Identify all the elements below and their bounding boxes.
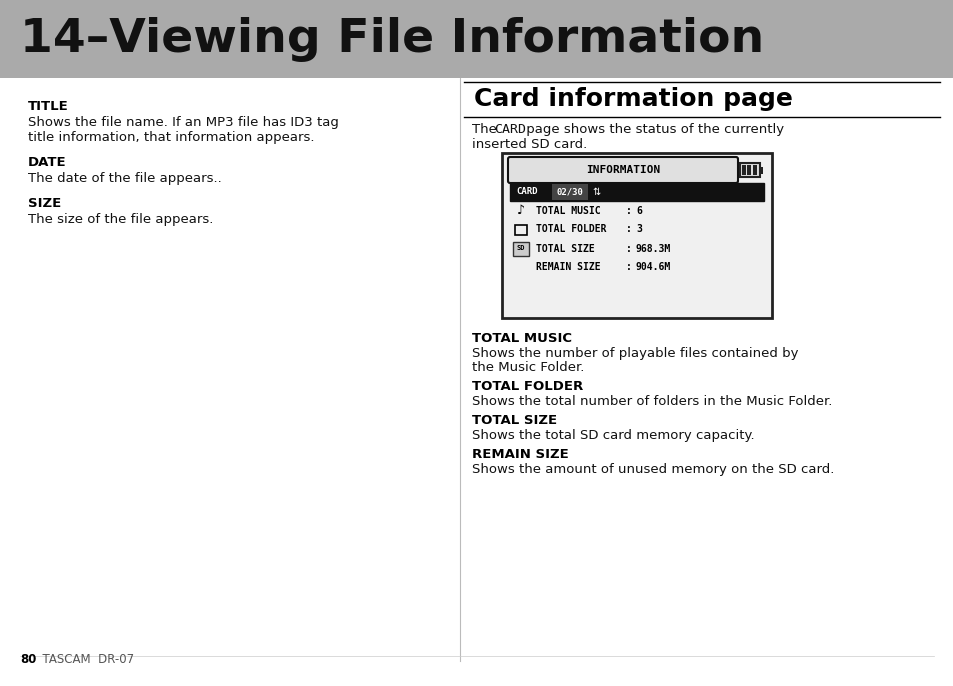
Text: :: : bbox=[625, 244, 631, 254]
Text: :: : bbox=[625, 224, 631, 235]
Text: ⇅: ⇅ bbox=[592, 187, 599, 197]
Text: REMAIN SIZE: REMAIN SIZE bbox=[472, 448, 568, 461]
Text: title information, that information appears.: title information, that information appe… bbox=[28, 131, 314, 144]
Text: 3: 3 bbox=[636, 224, 641, 235]
Text: 80: 80 bbox=[20, 653, 36, 666]
Text: 02/30: 02/30 bbox=[556, 187, 583, 196]
Bar bbox=[513, 241, 529, 255]
Text: :: : bbox=[625, 263, 631, 272]
Text: TOTAL SIZE: TOTAL SIZE bbox=[472, 414, 557, 427]
Text: 14–Viewing File Information: 14–Viewing File Information bbox=[20, 16, 763, 62]
Text: SD: SD bbox=[517, 246, 525, 252]
Text: ♪: ♪ bbox=[517, 204, 524, 217]
Text: Card information page: Card information page bbox=[474, 87, 792, 111]
Text: SIZE: SIZE bbox=[28, 197, 61, 210]
Text: page shows the status of the currently: page shows the status of the currently bbox=[521, 123, 783, 136]
Text: Shows the amount of unused memory on the SD card.: Shows the amount of unused memory on the… bbox=[472, 463, 834, 476]
Bar bbox=[740, 163, 760, 177]
Bar bbox=[501, 153, 771, 318]
Bar bbox=[515, 224, 526, 235]
Text: Shows the file name. If an MP3 file has ID3 tag: Shows the file name. If an MP3 file has … bbox=[28, 116, 338, 129]
Bar bbox=[760, 167, 762, 174]
Bar bbox=[0, 0, 953, 78]
Text: TOTAL FOLDER: TOTAL FOLDER bbox=[536, 224, 606, 235]
Text: inserted SD card.: inserted SD card. bbox=[472, 138, 587, 151]
Text: The date of the file appears..: The date of the file appears.. bbox=[28, 172, 221, 185]
Bar bbox=[510, 183, 763, 201]
Text: TOTAL FOLDER: TOTAL FOLDER bbox=[472, 380, 582, 393]
Text: DATE: DATE bbox=[28, 156, 67, 169]
Bar bbox=[552, 184, 587, 200]
Text: The: The bbox=[472, 123, 500, 136]
Text: 968.3M: 968.3M bbox=[636, 244, 671, 254]
Text: TASCAM  DR-07: TASCAM DR-07 bbox=[35, 653, 134, 666]
Text: TITLE: TITLE bbox=[28, 100, 69, 113]
Text: :: : bbox=[625, 206, 631, 215]
Text: CARD: CARD bbox=[494, 123, 525, 136]
Text: 904.6M: 904.6M bbox=[636, 263, 671, 272]
Text: TOTAL MUSIC: TOTAL MUSIC bbox=[472, 332, 572, 345]
Text: The size of the file appears.: The size of the file appears. bbox=[28, 213, 213, 226]
Text: Shows the number of playable files contained by: Shows the number of playable files conta… bbox=[472, 347, 798, 360]
Text: the Music Folder.: the Music Folder. bbox=[472, 361, 584, 374]
Text: Shows the total SD card memory capacity.: Shows the total SD card memory capacity. bbox=[472, 429, 754, 442]
Bar bbox=[752, 165, 757, 175]
Text: REMAIN SIZE: REMAIN SIZE bbox=[536, 263, 600, 272]
Text: CARD: CARD bbox=[516, 187, 537, 196]
Bar bbox=[741, 165, 745, 175]
Bar bbox=[747, 165, 751, 175]
Text: 6: 6 bbox=[636, 206, 641, 215]
FancyBboxPatch shape bbox=[507, 157, 738, 183]
Text: TOTAL SIZE: TOTAL SIZE bbox=[536, 244, 594, 254]
Text: Shows the total number of folders in the Music Folder.: Shows the total number of folders in the… bbox=[472, 395, 832, 408]
Text: TOTAL MUSIC: TOTAL MUSIC bbox=[536, 206, 600, 215]
Text: INFORMATION: INFORMATION bbox=[585, 165, 659, 175]
